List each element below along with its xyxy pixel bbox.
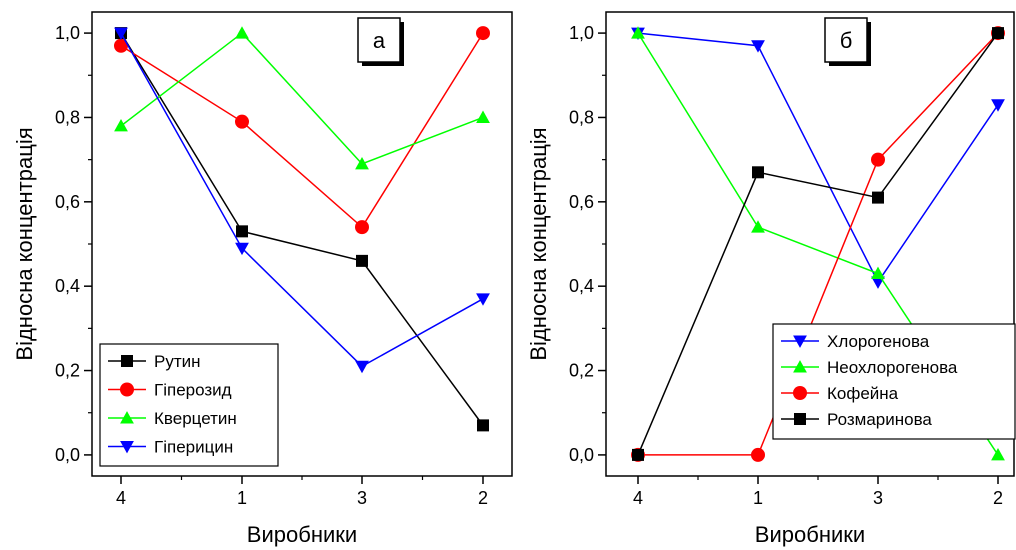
data-point <box>991 448 1005 461</box>
y-tick-label: 0,8 <box>55 107 80 127</box>
series-line <box>120 32 484 426</box>
x-tick-label: 3 <box>873 488 883 508</box>
legend-label: Кверцетин <box>154 409 237 428</box>
data-point <box>871 266 885 280</box>
legend-label: Хлорогенова <box>827 332 930 351</box>
y-tick-label: 0,8 <box>569 107 594 127</box>
data-point <box>632 448 644 461</box>
data-point <box>751 40 765 53</box>
x-tick-label: 2 <box>478 488 488 508</box>
series-line <box>120 32 484 368</box>
data-point <box>992 27 1004 40</box>
chart-panel-1: 0,0 0,2 0,4 0,6 0,8 1,0 4 1 3 2 Виробники Відносна … <box>12 11 513 547</box>
x-tick-label: 1 <box>753 488 763 508</box>
legend-label: Рутин <box>154 352 201 371</box>
series-4 <box>632 27 1004 461</box>
data-point <box>476 110 490 123</box>
data-point <box>476 293 490 306</box>
data-point <box>355 360 369 374</box>
x-tick-label: 2 <box>993 488 1003 508</box>
data-point <box>356 254 368 267</box>
x-axis-label: Виробники <box>755 522 865 547</box>
panel-label: б <box>840 28 853 53</box>
x-tick-label: 4 <box>116 488 126 508</box>
legend-marker <box>121 355 133 367</box>
legend-marker <box>793 335 807 348</box>
series-3 <box>114 26 490 170</box>
data-point <box>752 166 764 179</box>
y-axis-label: Відносна концентрація <box>12 127 37 360</box>
legend-label: Кофейна <box>827 384 899 403</box>
x-tick-label: 4 <box>633 488 643 508</box>
x-tick-label: 1 <box>237 488 247 508</box>
panel-label-box <box>824 17 868 63</box>
chart-panel-2: 0,0 0,2 0,4 0,6 0,8 1,0 4 1 3 2 Виробники Відносна … <box>526 11 1016 547</box>
legend: Хлорогенова Неохлорогенова Кофейна Розмарин… <box>772 323 1016 440</box>
panel-label: а <box>373 28 386 53</box>
data-point <box>235 26 249 39</box>
y-tick-label: 0,4 <box>55 276 80 296</box>
legend-label: Розмаринова <box>827 410 932 429</box>
data-point <box>631 26 645 39</box>
data-point <box>872 191 884 204</box>
legend-label: Гіперозид <box>154 381 232 400</box>
data-point <box>477 419 489 432</box>
legend-marker <box>120 440 134 454</box>
data-point <box>114 27 128 40</box>
legend: Рутин Гіперозид Кверцетин Гіперицин <box>99 343 279 467</box>
data-point <box>751 447 765 462</box>
y-tick-label: 0,2 <box>569 361 594 381</box>
series-line <box>637 32 999 284</box>
data-point <box>236 225 248 238</box>
legend-marker <box>793 360 807 373</box>
series-1 <box>115 27 489 432</box>
data-point <box>114 118 128 132</box>
data-point <box>355 220 369 235</box>
legend-marker <box>794 413 806 425</box>
y-tick-label: 0,0 <box>569 445 594 465</box>
x-axis-label: Виробники <box>247 522 357 547</box>
series-4 <box>114 27 490 374</box>
legend-marker <box>120 382 134 397</box>
data-point <box>751 220 765 233</box>
data-point <box>871 152 885 167</box>
y-axis-label: Відносна концентрація <box>526 127 551 360</box>
legend-marker <box>120 411 134 424</box>
series-line <box>638 32 999 456</box>
data-point <box>235 114 249 129</box>
legend-label: Неохлорогенова <box>827 358 958 377</box>
data-point <box>476 26 490 41</box>
series-2 <box>114 26 490 235</box>
legend-marker <box>793 386 807 400</box>
y-tick-label: 0,6 <box>569 192 594 212</box>
y-tick-label: 1,0 <box>55 23 80 43</box>
series-line <box>637 32 999 456</box>
y-tick-label: 0,0 <box>55 445 80 465</box>
legend-box <box>772 323 1016 440</box>
y-tick-label: 0,4 <box>569 276 594 296</box>
x-tick-label: 3 <box>357 488 367 508</box>
y-tick-label: 0,2 <box>55 361 80 381</box>
data-point <box>235 242 249 256</box>
data-point <box>355 156 369 170</box>
series-line <box>120 32 484 165</box>
series-line <box>120 32 484 229</box>
data-point <box>114 38 128 53</box>
data-point <box>991 99 1005 112</box>
y-tick-label: 0,6 <box>55 192 80 212</box>
y-tick-label: 1,0 <box>569 23 594 43</box>
panel-label-box <box>357 17 401 63</box>
series-1 <box>631 27 1005 289</box>
legend-label: Гіперицин <box>154 438 233 457</box>
